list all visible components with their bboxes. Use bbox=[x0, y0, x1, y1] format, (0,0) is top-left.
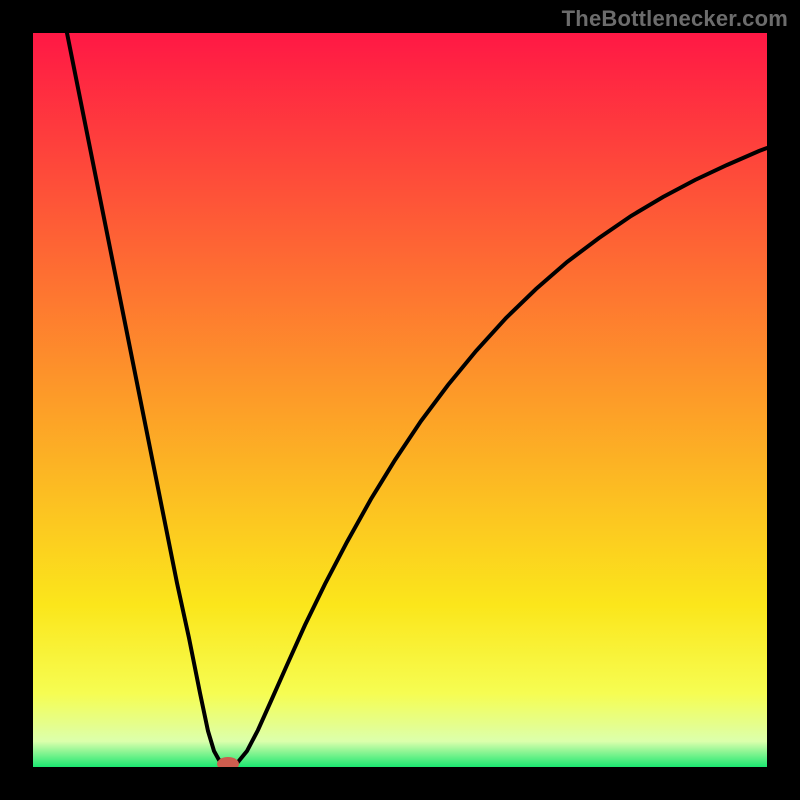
watermark-text: TheBottlenecker.com bbox=[562, 6, 788, 32]
bottleneck-curve bbox=[33, 33, 767, 767]
chart-frame: TheBottlenecker.com bbox=[0, 0, 800, 800]
curve-path bbox=[67, 33, 767, 767]
plot-area bbox=[33, 33, 767, 767]
